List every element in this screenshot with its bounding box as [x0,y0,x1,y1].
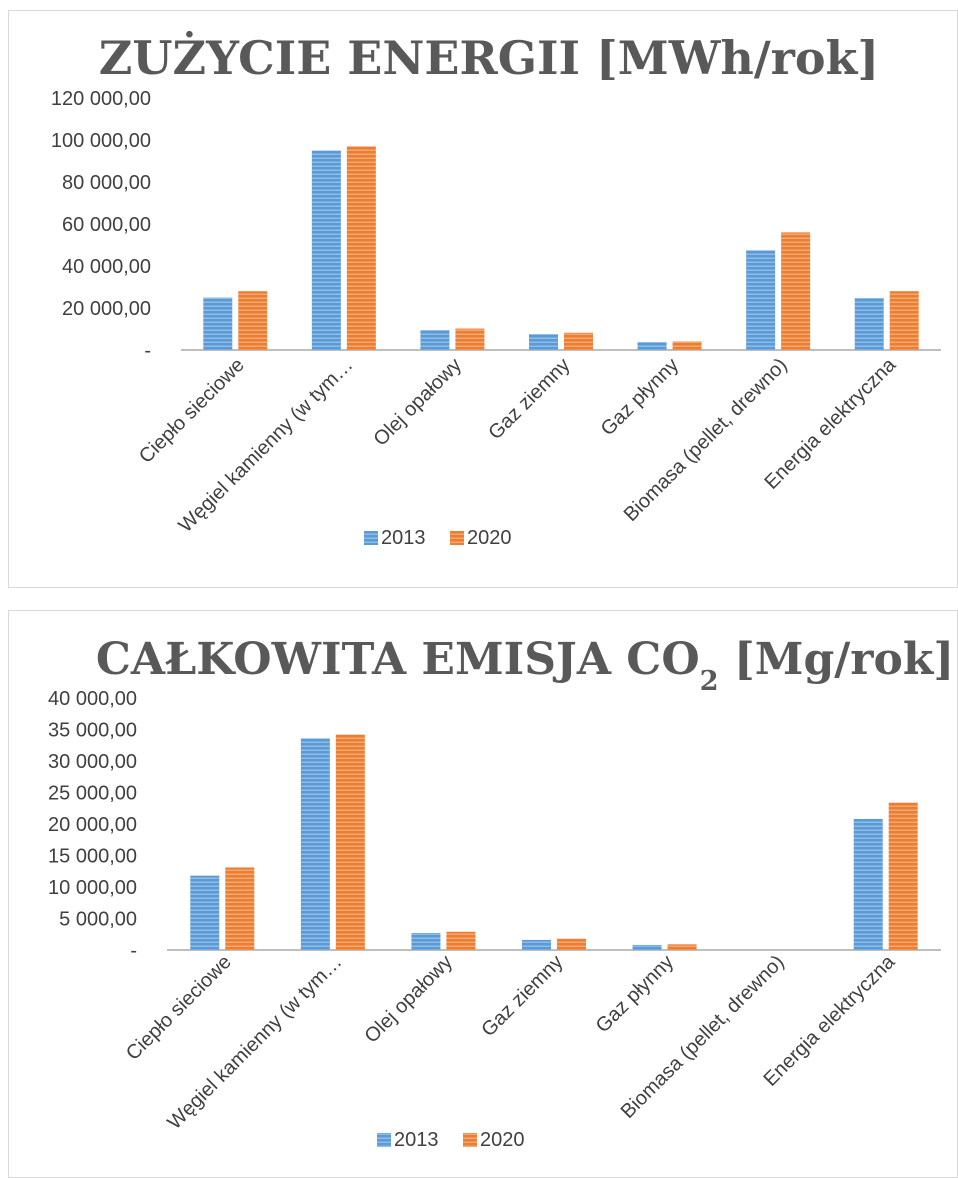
y-tick-label: 120 000,00 [51,88,151,110]
y-tick-label: 80 000,00 [62,172,151,194]
category-label: Gaz ziemny [477,951,567,1041]
legend-label: 2020 [467,527,512,549]
y-tick-label: 30 000,00 [48,751,137,773]
legend-label: 2013 [394,1129,439,1151]
co2-emission-chart: CAŁKOWITA EMISJA CO2 [Mg/rok] - 5 000,00 10… [8,610,958,1178]
bar-2013 [854,297,884,350]
bar-2020 [346,146,376,350]
bar-2013 [411,932,441,950]
energy-consumption-svg: ZUŻYCIE ENERGII [MWh/rok] - 20 000,00 40 00… [51,30,941,549]
bar-2013 [746,250,776,350]
bar-2020 [335,734,365,950]
y-tick-label: 25 000,00 [48,783,137,805]
category-label: Gaz ziemny [484,354,574,444]
bar-2020 [557,938,586,950]
y-tick-label: 100 000,00 [51,130,151,152]
bar-2020 [781,232,811,350]
bar-2020 [667,944,697,950]
chart-title: CAŁKOWITA EMISJA CO2 [Mg/rok] [96,634,954,697]
category-label: Węgiel kamienny (w tym… [163,951,346,1134]
bar-2013 [300,738,330,950]
category-label: Gaz płynny [592,951,678,1037]
legend-swatch-2020 [463,1133,477,1147]
bar-2013 [311,150,341,350]
y-tick-label: 15 000,00 [48,846,137,868]
bar-2020 [888,802,918,950]
y-tick-label: 35 000,00 [48,720,137,742]
bar-2020 [446,931,476,950]
legend-swatch-2013 [377,1133,391,1147]
y-tick-label: - [144,340,151,362]
bar-2020 [564,332,593,350]
bar-2020 [225,867,255,950]
legend-swatch-2020 [450,531,464,545]
bar-2013 [637,342,667,350]
bar-2013 [190,875,220,950]
y-tick-label: 20 000,00 [48,814,137,836]
category-label: Ciepło sieciowe [135,354,249,468]
bar-2020 [672,341,702,350]
y-tick-label: 40 000,00 [48,688,137,710]
y-tick-label: 20 000,00 [62,298,151,320]
chart-title: ZUŻYCIE ENERGII [MWh/rok] [99,30,879,85]
y-tick-label: 10 000,00 [48,877,137,899]
y-tick-label: 60 000,00 [62,214,151,236]
bar-2013 [420,330,450,350]
y-tick-label: 5 000,00 [59,909,137,931]
bar-2020 [455,328,485,350]
category-label: Węgiel kamienny (w tym… [174,354,357,537]
bar-2013 [522,939,551,950]
category-label: Olej opałowy [360,951,457,1048]
legend-label: 2020 [480,1129,525,1151]
bar-2020 [889,291,919,350]
y-tick-label: 40 000,00 [62,256,151,278]
legend-label: 2013 [381,527,426,549]
bar-2013 [853,818,883,950]
bar-2013 [529,334,558,350]
y-tick-label: - [130,940,137,962]
bar-2013 [203,297,233,350]
energy-consumption-chart: ZUŻYCIE ENERGII [MWh/rok] - 20 000,00 40 00… [8,10,958,588]
co2-emission-svg: CAŁKOWITA EMISJA CO2 [Mg/rok] - 5 000,00 10… [48,634,954,1151]
legend-swatch-2013 [364,531,378,545]
category-label: Olej opałowy [369,354,466,451]
bar-2013 [632,944,662,950]
category-label: Gaz płynny [597,354,683,440]
category-label: Ciepło sieciowe [122,951,236,1065]
bar-2020 [238,291,268,350]
